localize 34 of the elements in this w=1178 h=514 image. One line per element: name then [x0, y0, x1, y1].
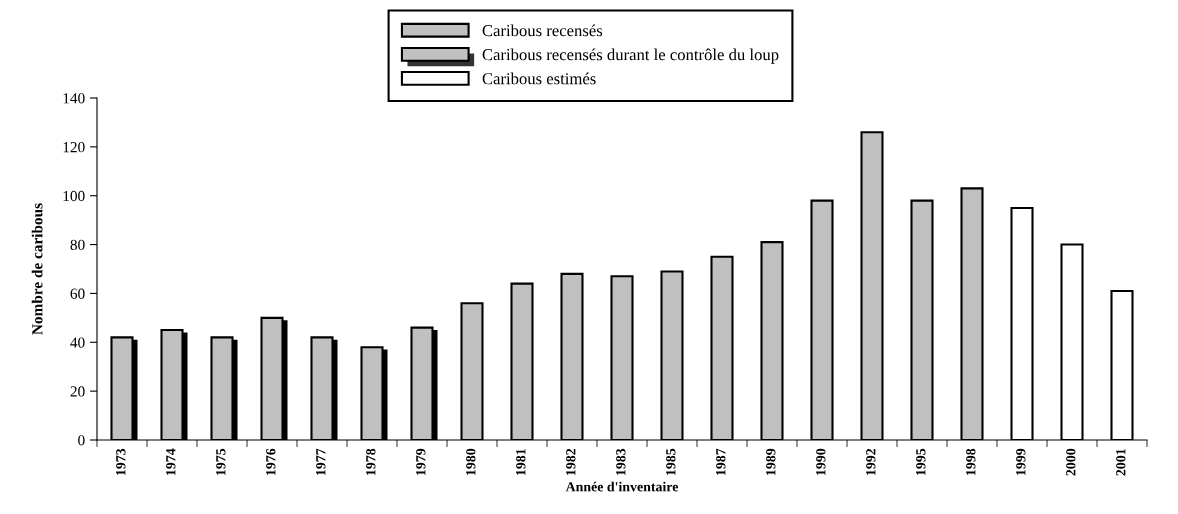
x-tick-label: 1985: [666, 448, 676, 475]
legend-label: Caribous recensés: [482, 24, 603, 37]
x-tick-label: 1978: [366, 448, 376, 475]
x-tick-label: 1987: [716, 448, 726, 475]
x-tick-label: 1992: [866, 448, 876, 475]
x-tick-label: 1979: [416, 448, 426, 475]
y-tick-label: 60: [70, 288, 85, 299]
x-tick-label: 1980: [466, 448, 476, 475]
x-tick-label: 1998: [966, 448, 976, 475]
x-tick-label: 1999: [1016, 448, 1026, 475]
x-tick-label: 1973: [116, 448, 126, 475]
y-axis-title: Nombre de caribous: [31, 203, 43, 335]
legend-label: Caribous estimés: [482, 72, 596, 85]
x-tick-label: 1977: [316, 448, 326, 475]
y-tick-label: 100: [63, 190, 85, 202]
y-tick-label: 80: [70, 239, 85, 251]
x-tick-label: 1975: [216, 448, 226, 475]
x-tick-label: 1974: [166, 448, 176, 475]
x-tick-label: 1995: [916, 448, 926, 475]
y-tick-label: 120: [63, 142, 85, 153]
y-tick-label: 40: [70, 337, 85, 348]
x-tick-label: 2001: [1116, 449, 1126, 476]
x-tick-label: 1983: [616, 448, 626, 475]
x-tick-label: 1989: [766, 448, 776, 475]
x-tick-label: 1990: [816, 448, 826, 475]
x-tick-label: 1976: [266, 448, 276, 475]
legend-label: Caribous recensés durant le contrôle du loup: [482, 48, 779, 64]
x-tick-label: 1982: [566, 448, 576, 475]
x-axis-title: Année d'inventaire: [565, 481, 679, 492]
x-tick-label: 1981: [516, 449, 526, 475]
y-tick-label: 20: [70, 386, 85, 397]
x-tick-label: 2000: [1066, 448, 1076, 476]
y-tick-label: 0: [78, 435, 85, 446]
y-tick-label: 140: [63, 93, 85, 104]
